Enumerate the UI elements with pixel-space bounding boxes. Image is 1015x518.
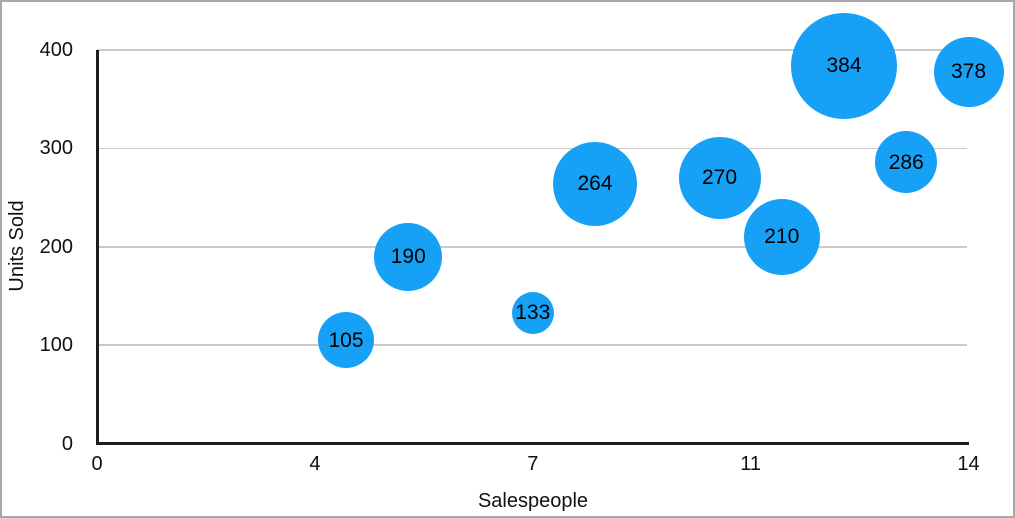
bubble[interactable]: 105	[318, 312, 374, 369]
y-tick-label: 0	[61, 432, 73, 455]
bubble-label: 384	[826, 54, 862, 78]
x-tick-label: 0	[91, 453, 103, 475]
y-tick-label: 200	[39, 235, 73, 258]
x-tick-label: 4	[309, 453, 321, 475]
bubble[interactable]: 190	[374, 222, 443, 291]
bubble-label: 190	[390, 245, 426, 269]
bubble[interactable]: 384	[791, 12, 897, 119]
gridline	[97, 246, 967, 248]
gridline	[97, 344, 967, 346]
bubble[interactable]: 264	[553, 141, 637, 226]
x-axis-line	[96, 442, 969, 445]
bubble-label: 378	[950, 60, 987, 84]
bubble[interactable]: 270	[678, 136, 761, 219]
gridline	[97, 147, 967, 150]
bubble[interactable]: 378	[933, 36, 1004, 107]
x-tick-label: 14	[957, 453, 980, 475]
x-axis-title: Salespeople	[477, 490, 589, 512]
y-axis-line	[96, 50, 99, 445]
bubble[interactable]: 133	[511, 291, 554, 334]
x-tick-label: 7	[527, 453, 539, 475]
y-tick-label: 300	[39, 137, 73, 160]
bubble-label: 270	[701, 166, 738, 190]
bubble-label: 105	[328, 328, 364, 352]
gridline	[97, 49, 967, 51]
bubble-label: 210	[764, 225, 800, 249]
bubble[interactable]: 210	[743, 198, 820, 275]
bubble-label: 133	[515, 301, 551, 325]
bubble[interactable]: 286	[875, 131, 938, 194]
bubble-label: 286	[888, 150, 924, 174]
x-tick-label: 11	[740, 453, 761, 475]
bubble-label: 264	[577, 172, 613, 196]
y-tick-label: 100	[39, 334, 73, 357]
y-tick-label: 400	[39, 39, 73, 61]
